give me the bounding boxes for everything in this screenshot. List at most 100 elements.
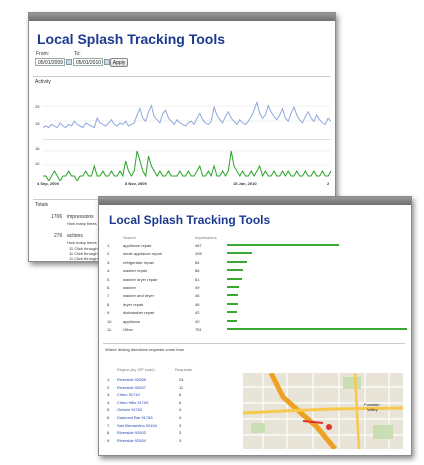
directions-heading: Where driving directions requests come f… <box>105 347 185 352</box>
keyword-row: 9. dishwasher repair 42 <box>99 310 409 318</box>
keyword-rank: 6. <box>107 285 111 290</box>
region-count: 3 <box>179 422 182 428</box>
keyword-bar <box>227 328 407 330</box>
sub-row-3: 11 Click throughs <box>69 256 100 261</box>
keyword-term: washer dryer repair <box>123 276 158 282</box>
region-count: 6 <box>179 399 182 405</box>
keyword-term: washer repair <box>123 268 148 274</box>
x-label-3: 15 Jan, 2010 <box>233 181 257 186</box>
keyword-bar <box>227 269 243 272</box>
keyword-term: dishwasher repair <box>123 310 155 316</box>
x-label-2: 8 Nov, 2009 <box>125 181 147 186</box>
keyword-row: 7. washer and dryer 46 <box>99 293 409 301</box>
region-count: 3 <box>179 437 182 443</box>
impressions-label: impressions <box>67 214 94 220</box>
front-window: Local Splash Tracking Tools Search Impre… <box>98 196 412 456</box>
chart-separator <box>43 139 331 140</box>
from-label: From: <box>36 51 50 57</box>
map-label-valley: Valley <box>367 407 378 412</box>
chart2-tick-top: 16 <box>35 146 40 151</box>
keyword-term: small appliance repair <box>123 251 162 257</box>
keyword-count: 46 <box>195 293 200 299</box>
keyword-row: 1. appliance repair 467 <box>99 243 409 251</box>
keyword-row: 10. appliance 40 <box>99 319 409 327</box>
keyword-bar <box>227 260 248 263</box>
keyword-bar <box>227 286 239 288</box>
region-link[interactable]: Chino Hills 91709 <box>117 399 149 405</box>
impressions-desc: How many times <box>67 221 97 226</box>
chart1-tick-low: 15 <box>35 121 40 126</box>
region-count: 4 <box>179 407 182 413</box>
keyword-row: 6. washer 49 <box>99 285 409 293</box>
keyword-count: 49 <box>195 285 200 290</box>
impressions-series-line <box>43 100 331 129</box>
to-date-input[interactable]: 05/01/2010 <box>73 58 103 66</box>
keyword-row: 11. Other 751 <box>99 327 409 335</box>
keyword-bar <box>227 302 239 305</box>
keyword-term: Other <box>123 327 134 332</box>
region-row: 2. Riverside 92507 11 <box>99 385 239 392</box>
region-link[interactable]: Riverside 92503 <box>117 430 146 436</box>
directions-divider <box>103 343 405 344</box>
from-date-input[interactable]: 05/01/2009 <box>35 58 65 66</box>
directions-map[interactable] <box>243 373 403 449</box>
actions-count: 276 <box>54 233 63 239</box>
region-count: 8 <box>179 392 182 398</box>
keyword-rank: 9. <box>107 310 111 316</box>
activity-divider <box>33 76 331 77</box>
region-rank: 7. <box>107 422 111 428</box>
region-count: 3 <box>179 430 182 436</box>
region-row: 4. Chino Hills 91709 6 <box>99 400 239 407</box>
keyword-row: 5. washer dryer repair 61 <box>99 277 409 285</box>
keyword-rank: 11. <box>107 327 113 332</box>
region-count: 11 <box>179 384 184 390</box>
keyword-term: dryer repair <box>123 301 144 307</box>
to-calendar-icon[interactable] <box>104 59 110 65</box>
front-window-titlebar[interactable] <box>99 197 411 205</box>
keyword-bar <box>227 311 238 314</box>
keyword-row: 2. small appliance repair 105 <box>99 251 409 259</box>
keyword-count: 105 <box>195 251 202 257</box>
keyword-term: appliance repair <box>123 243 152 248</box>
from-calendar-icon[interactable] <box>66 59 72 65</box>
keyword-rank: 4. <box>107 268 111 274</box>
actions-line-chart <box>43 150 331 181</box>
impressions-line-chart <box>43 100 331 129</box>
region-row: 9. Riverside 92504 3 <box>99 438 239 445</box>
totals-label: Totals <box>35 202 49 208</box>
chart2-tick-low: 10 <box>35 161 40 166</box>
region-rank: 4. <box>107 399 111 405</box>
back-app-title: Local Splash Tracking Tools <box>37 31 226 47</box>
col-impressions-header: Impressions <box>195 235 217 240</box>
region-row: 6. Diamond Bar 91765 4 <box>99 415 239 422</box>
front-app-title: Local Splash Tracking Tools <box>109 213 271 227</box>
keyword-rank: 8. <box>107 301 111 307</box>
region-link[interactable]: Chino 91710 <box>117 392 140 398</box>
keyword-bar <box>227 294 239 297</box>
keyword-row: 8. dryer repair 46 <box>99 302 409 310</box>
region-link[interactable]: Ontario 91762 <box>117 407 143 413</box>
region-rank: 6. <box>107 415 111 420</box>
keyword-count: 751 <box>195 327 202 332</box>
actions-label: actions <box>67 233 83 239</box>
region-count: 4 <box>179 415 182 420</box>
region-row: 3. Chino 91710 8 <box>99 392 239 399</box>
region-link[interactable]: Diamond Bar 91765 <box>117 415 153 420</box>
region-rank: 1. <box>107 377 111 382</box>
back-window-titlebar[interactable] <box>29 13 335 21</box>
region-row: 7. San Bernardino 92404 3 <box>99 423 239 430</box>
keyword-count: 66 <box>195 268 200 274</box>
region-row: 8. Riverside 92503 3 <box>99 430 239 437</box>
x-label-1: 4 Sep, 2009 <box>37 181 59 186</box>
keyword-rank: 1. <box>107 243 111 248</box>
region-link[interactable]: Riverside 92507 <box>117 384 146 390</box>
region-link[interactable]: Riverside 92504 <box>117 437 146 443</box>
region-link[interactable]: San Bernardino 92404 <box>117 422 158 428</box>
region-rank: 9. <box>107 437 111 443</box>
apply-button[interactable]: Apply <box>110 58 128 67</box>
region-link[interactable]: Riverside 92506 <box>117 377 146 382</box>
keyword-count: 42 <box>195 310 200 316</box>
col-requests-header: Requests <box>175 367 192 372</box>
col-search-header: Search <box>123 235 136 240</box>
keyword-count: 46 <box>195 301 200 307</box>
